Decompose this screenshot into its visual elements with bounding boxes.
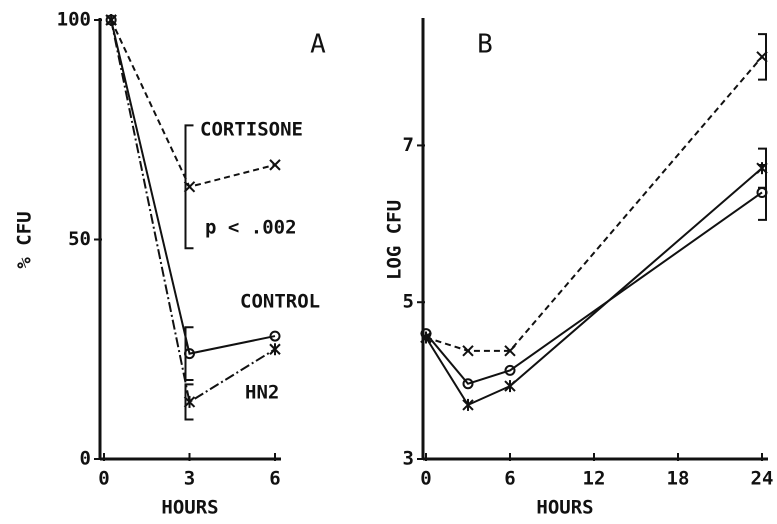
marker xyxy=(105,14,117,26)
marker-stroke xyxy=(269,159,281,171)
x-tick-label: 6 xyxy=(504,468,515,490)
marker-circle xyxy=(269,330,281,342)
x-axis-label: HOURS xyxy=(536,497,593,519)
y-axis-label: LOG CFU xyxy=(384,200,406,280)
marker-circle xyxy=(462,378,474,390)
series-line xyxy=(110,19,276,188)
error-bar xyxy=(758,33,767,81)
series-line xyxy=(110,19,276,404)
marker xyxy=(504,380,516,393)
marker xyxy=(269,343,281,356)
marker xyxy=(462,398,474,411)
marker xyxy=(420,331,432,344)
marker xyxy=(462,378,474,390)
series-line xyxy=(425,56,763,352)
x-tick-label: 24 xyxy=(751,468,774,490)
x-tick-label: 0 xyxy=(420,468,431,490)
x-tick-label: 0 xyxy=(98,468,109,490)
series-line xyxy=(110,19,276,355)
error-bar xyxy=(758,147,767,189)
y-tick-label: 3 xyxy=(403,448,414,470)
marker xyxy=(504,364,516,376)
y-tick-label: 5 xyxy=(403,291,414,313)
marker xyxy=(462,345,474,357)
y-tick-label: 7 xyxy=(403,134,414,156)
series-line xyxy=(425,167,763,407)
series-label: HN2 xyxy=(245,382,279,404)
marker xyxy=(269,159,281,171)
y-tick-label: 0 xyxy=(80,448,91,470)
annotation: p < .002 xyxy=(205,217,297,239)
error-bar xyxy=(184,326,194,381)
marker xyxy=(269,330,281,342)
y-axis-label: % CFU xyxy=(14,211,36,268)
marker-stroke xyxy=(504,345,516,357)
panel-label: A xyxy=(310,30,326,60)
x-tick-label: 12 xyxy=(583,468,606,490)
error-bar xyxy=(184,383,194,421)
series-label: CONTROL xyxy=(240,291,320,313)
panel-label: B xyxy=(477,30,493,60)
marker-circle xyxy=(504,364,516,376)
error-bar xyxy=(184,124,194,250)
x-tick-label: 3 xyxy=(184,468,195,490)
y-tick-label: 100 xyxy=(57,9,91,31)
x-axis-label: HOURS xyxy=(161,497,218,519)
y-tick-label: 50 xyxy=(68,228,91,250)
marker-stroke xyxy=(462,345,474,357)
marker xyxy=(504,345,516,357)
x-tick-label: 6 xyxy=(269,468,280,490)
x-tick-label: 18 xyxy=(667,468,690,490)
series-label: CORTISONE xyxy=(200,119,303,141)
series-line xyxy=(425,191,763,385)
